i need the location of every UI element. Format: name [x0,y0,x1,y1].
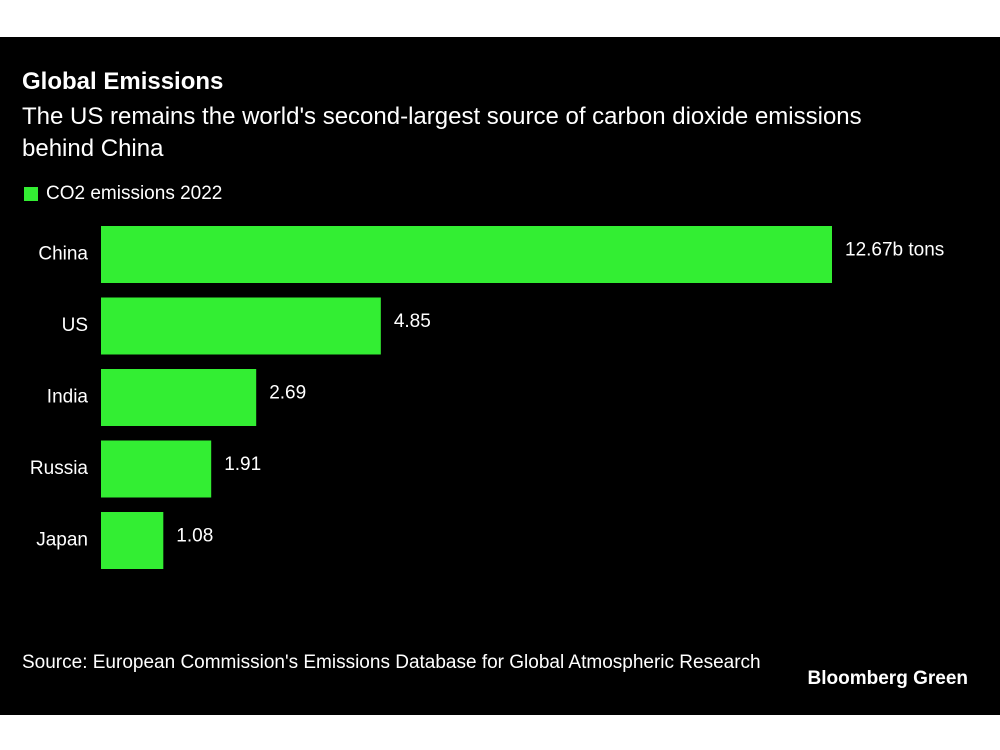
bar-us [101,297,381,355]
value-label-russia: 1.91 [224,454,261,475]
source-note: Source: European Commission's Emissions … [22,652,761,673]
category-label-japan: Japan [36,530,88,551]
chart-title: Global Emissions [22,68,224,95]
legend-label: CO2 emissions 2022 [46,183,223,204]
value-label-china: 12.67b tons [845,240,944,261]
chart-subtitle: The US remains the world's second-larges… [22,103,862,162]
chart-card: Global Emissions The US remains the worl… [0,37,1000,715]
bar-india [101,369,257,426]
legend-swatch [24,187,38,201]
category-label-india: India [47,387,89,408]
category-label-russia: Russia [30,458,89,479]
bar-russia [101,440,212,498]
value-label-japan: 1.08 [176,526,213,547]
value-label-india: 2.69 [269,383,306,404]
bar-chart: China 12.67b tons US 4.85 India 2.69 Russia 1.9… [30,226,944,569]
bar-japan [101,512,164,569]
value-label-us: 4.85 [394,311,431,332]
brand-logo: Bloomberg Green [807,668,968,689]
legend: CO2 emissions 2022 [24,182,222,206]
category-label-china: China [38,244,88,265]
bar-china [101,226,832,283]
category-label-us: US [62,315,88,336]
